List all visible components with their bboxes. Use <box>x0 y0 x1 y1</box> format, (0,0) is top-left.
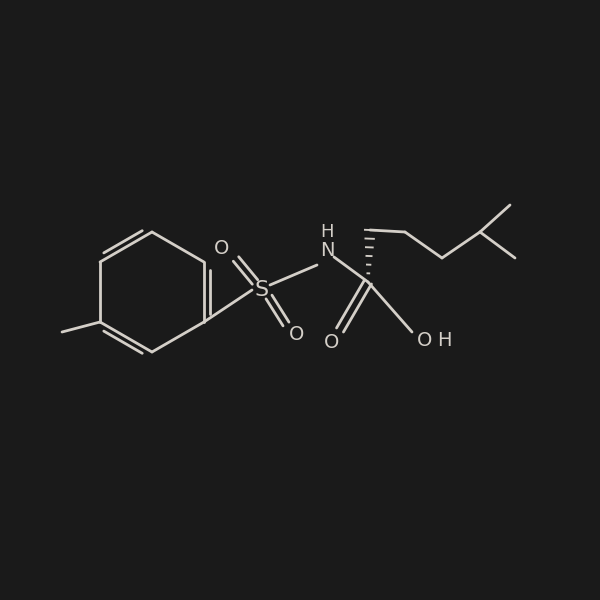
Text: O: O <box>325 332 340 352</box>
Text: N: N <box>320 241 334 259</box>
Text: H: H <box>320 223 334 241</box>
Text: O: O <box>418 331 433 349</box>
Text: S: S <box>255 280 269 300</box>
Text: H: H <box>437 331 451 349</box>
Text: O: O <box>214 238 230 257</box>
Text: O: O <box>289 325 305 344</box>
